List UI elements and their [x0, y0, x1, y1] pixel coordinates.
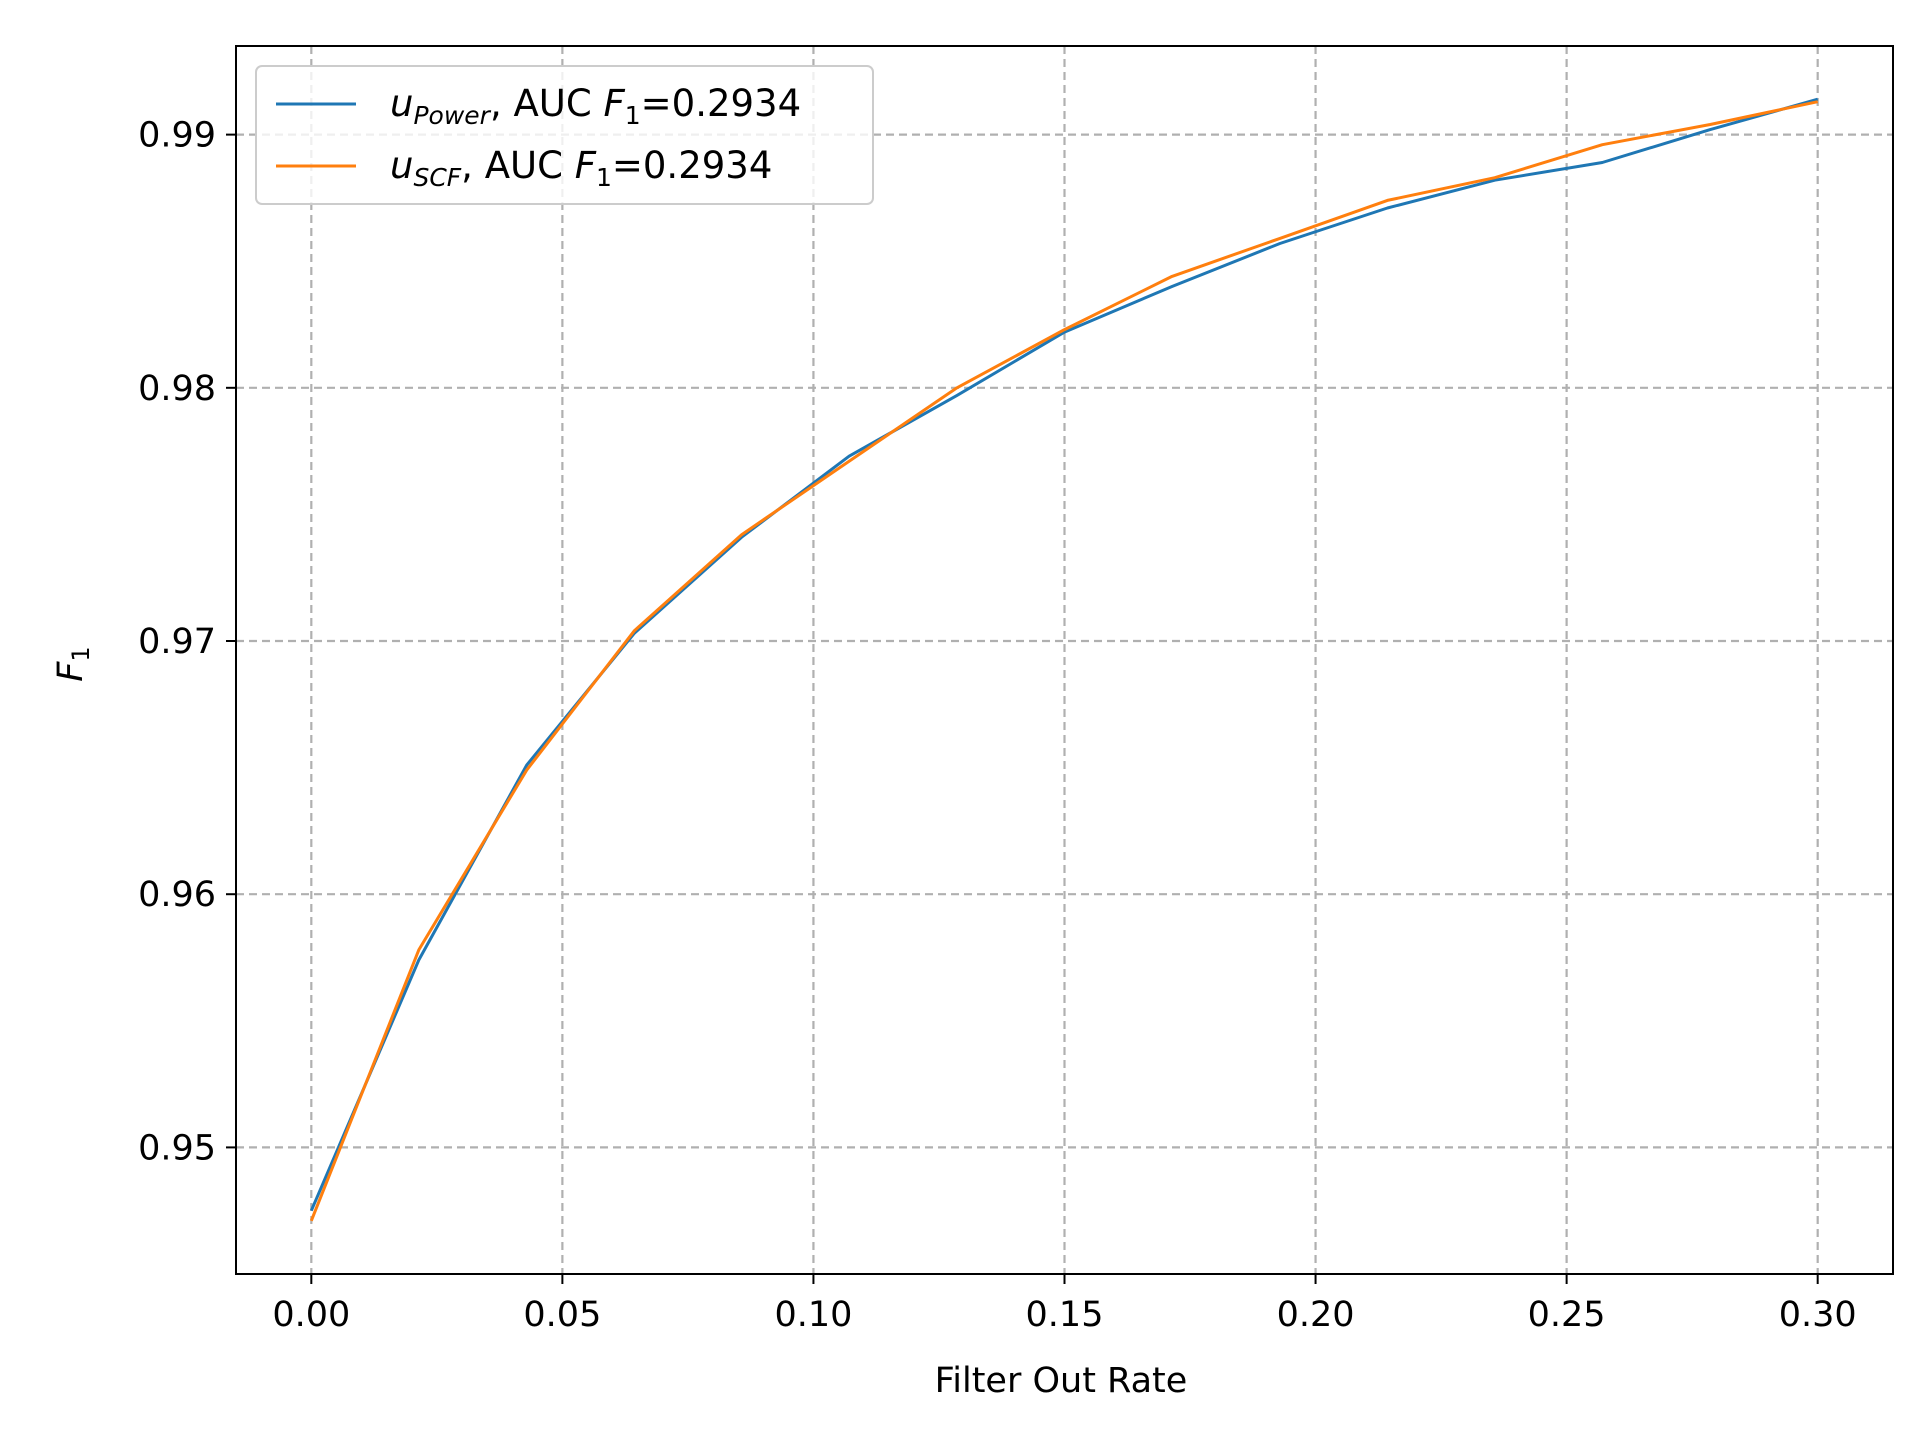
x-tick-label: 0.05: [523, 1295, 601, 1335]
y-tick-label: 0.96: [138, 875, 216, 915]
y-axis-ticks: 0.95 0.96 0.97 0.98 0.99: [138, 116, 236, 1168]
y-tick-label: 0.97: [138, 622, 216, 662]
x-axis-label: Filter Out Rate: [935, 1361, 1188, 1401]
x-tick-label: 0.00: [272, 1295, 350, 1335]
x-axis-ticks: 0.00 0.05 0.10 0.15 0.20 0.25 0.30: [272, 1274, 1857, 1335]
series-line-scf: [309, 100, 1819, 1222]
plot-lines: [309, 97, 1819, 1222]
legend: uPower, AUC F1=0.2934 uSCF, AUC F1=0.293…: [255, 65, 874, 205]
series-line-power: [309, 97, 1819, 1212]
y-tick-label: 0.99: [138, 116, 216, 156]
y-axis-label: F1: [51, 646, 95, 681]
x-tick-label: 0.25: [1528, 1295, 1606, 1335]
y-tick-label: 0.98: [138, 369, 216, 409]
y-tick-label: 0.95: [138, 1128, 216, 1168]
legend-box: [255, 65, 874, 205]
legend-label-scf: uSCF, AUC F1=0.2934: [390, 144, 772, 192]
x-tick-label: 0.30: [1779, 1295, 1857, 1335]
x-tick-label: 0.10: [774, 1295, 852, 1335]
x-tick-label: 0.20: [1277, 1295, 1355, 1335]
x-tick-label: 0.15: [1026, 1295, 1104, 1335]
legend-label-power: uPower, AUC F1=0.2934: [390, 82, 801, 130]
